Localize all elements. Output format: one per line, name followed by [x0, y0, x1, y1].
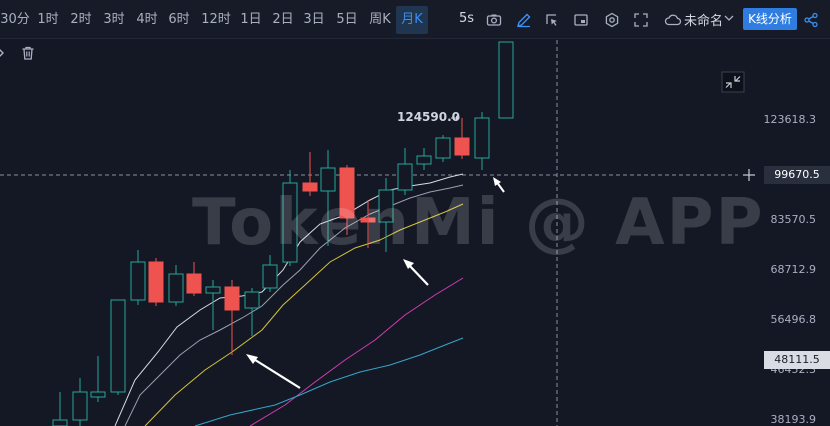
timeframe-3h[interactable]: 3时	[103, 12, 125, 27]
candle	[130, 250, 146, 305]
ma-line-2	[124, 184, 464, 426]
chevron-right-icon[interactable]	[0, 45, 8, 61]
share-icon[interactable]	[803, 12, 819, 28]
price-tick: 123618.3	[763, 113, 817, 126]
candle	[320, 150, 336, 246]
price-tick: 83570.5	[770, 213, 817, 226]
candle	[244, 288, 260, 336]
candle	[168, 265, 184, 306]
candle	[435, 135, 451, 162]
last-price-tag: 48111.5	[764, 351, 830, 369]
k-analysis-button[interactable]: K线分析	[743, 8, 797, 30]
candle	[52, 392, 68, 426]
window-icon[interactable]	[573, 12, 589, 28]
timeframe-4h[interactable]: 4时	[136, 12, 158, 27]
top-toolbar: 30分 1时 2时 3时 4时 6时 12时 1日 2日 3日 5日 周K 月K…	[0, 0, 830, 39]
candles-group	[52, 41, 514, 426]
fit-chart-button[interactable]	[721, 71, 745, 93]
annotation-arrow-2	[403, 259, 429, 286]
candle	[110, 299, 126, 395]
candle	[302, 152, 318, 196]
draw-pencil-icon[interactable]	[516, 12, 532, 28]
candle	[262, 255, 278, 292]
candle	[416, 148, 432, 170]
sub-toolbar	[0, 39, 830, 67]
timeframe-month[interactable]: 月K	[396, 6, 428, 34]
fullscreen-icon[interactable]	[633, 12, 649, 28]
candle	[339, 165, 355, 235]
crosshair-plus-icon[interactable]	[738, 165, 760, 185]
select-region-icon[interactable]	[544, 12, 560, 28]
candle	[224, 280, 240, 355]
candle	[282, 170, 298, 266]
trash-icon[interactable]	[20, 45, 36, 61]
ma-line-5	[194, 337, 464, 426]
timeframe-6h[interactable]: 6时	[168, 12, 190, 27]
candle	[454, 118, 470, 159]
candle	[148, 258, 164, 306]
candle	[360, 200, 376, 248]
timeframe-1d[interactable]: 1日	[240, 12, 262, 27]
candle	[72, 378, 88, 426]
ma-line-4	[249, 277, 464, 426]
camera-icon[interactable]	[486, 12, 502, 28]
ma-line-3	[144, 203, 464, 426]
candle	[186, 262, 202, 296]
timeframe-week[interactable]: 周K	[369, 12, 391, 27]
price-tick: 68712.9	[770, 263, 817, 276]
candle	[397, 148, 413, 195]
price-tick: 56496.8	[770, 313, 817, 326]
high-marker-arrow	[456, 115, 460, 121]
price-tick: 38193.9	[770, 413, 817, 426]
candle	[378, 178, 394, 252]
refresh-interval[interactable]: 5s	[459, 11, 475, 26]
timeframe-5d[interactable]: 5日	[336, 12, 358, 27]
candle	[498, 41, 514, 119]
candle	[205, 280, 221, 330]
timeframe-12h[interactable]: 12时	[201, 12, 231, 27]
layout-name[interactable]: 未命名	[684, 14, 724, 29]
timeframe-2d[interactable]: 2日	[272, 12, 294, 27]
timeframe-2h[interactable]: 2时	[70, 12, 92, 27]
candle	[90, 356, 106, 402]
annotation-arrow-3	[493, 177, 505, 193]
timeframe-3d[interactable]: 3日	[303, 12, 325, 27]
watermark: TokenMi @ APP	[192, 186, 765, 260]
chevron-down-icon[interactable]	[721, 12, 737, 28]
settings-icon[interactable]	[604, 12, 620, 28]
annotation-arrow-1	[246, 354, 301, 389]
timeframe-1h[interactable]: 1时	[37, 12, 59, 27]
crosshair-price-tag: 99670.5	[764, 166, 830, 184]
candle	[474, 112, 490, 170]
high-price-label: 124590.0	[397, 110, 461, 124]
timeframe-30m[interactable]: 30分	[0, 12, 30, 27]
cloud-icon[interactable]	[664, 12, 682, 28]
